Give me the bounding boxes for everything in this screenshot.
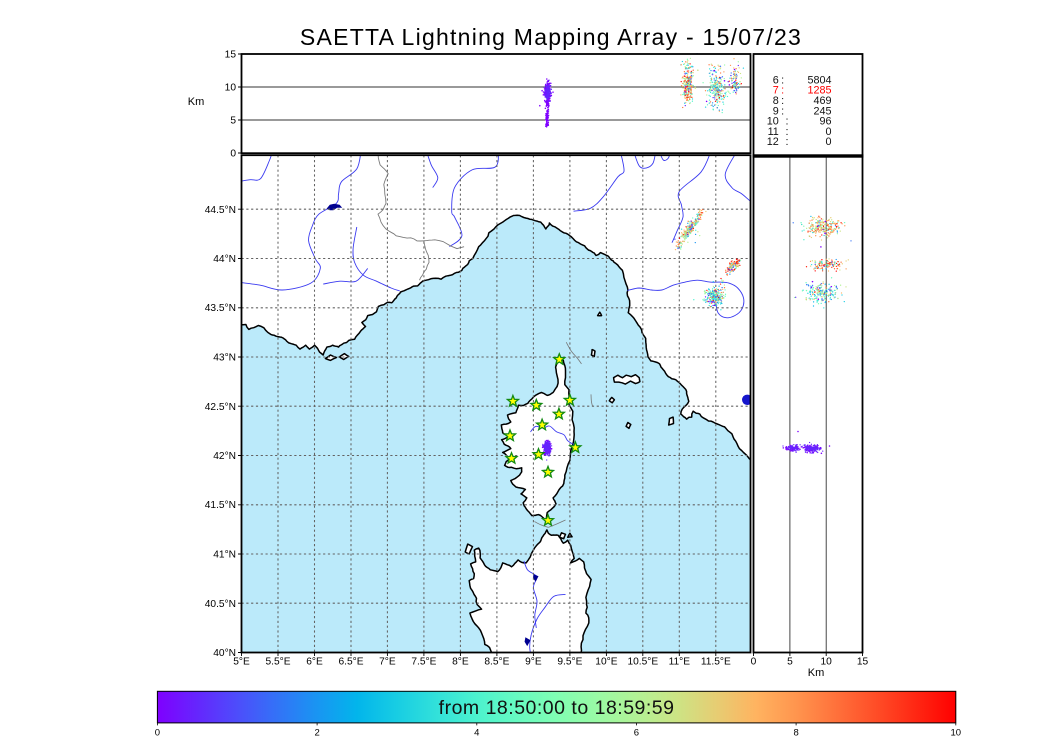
svg-text:40.5°N: 40.5°N [205,599,236,610]
svg-text:6: 6 [773,74,779,86]
svg-text:5°E: 5°E [233,657,250,668]
svg-text:SAETTA Lightning Mapping Array: SAETTA Lightning Mapping Array - 15/07/2… [300,24,802,50]
svg-text:15: 15 [857,657,869,668]
svg-text::: : [781,105,784,117]
svg-text:44.5°N: 44.5°N [205,205,236,216]
svg-text:6°E: 6°E [306,657,323,668]
svg-text:43°N: 43°N [213,353,236,364]
svg-text:42.5°N: 42.5°N [205,402,236,413]
svg-text:0: 0 [825,126,831,138]
svg-text:8.5°E: 8.5°E [484,657,509,668]
svg-text:12: 12 [767,136,779,148]
svg-text:0: 0 [155,727,160,738]
svg-text:9°E: 9°E [525,657,542,668]
svg-text::: : [786,126,789,138]
svg-text:10: 10 [767,116,779,128]
svg-text::: : [786,116,789,128]
svg-text:43.5°N: 43.5°N [205,303,236,314]
svg-text:5: 5 [787,657,793,668]
svg-text:245: 245 [813,105,831,117]
svg-text:Km: Km [808,667,825,679]
svg-text:44°N: 44°N [213,254,236,265]
svg-text:1285: 1285 [807,85,831,97]
svg-text:7: 7 [773,85,779,97]
svg-text:9: 9 [773,105,779,117]
svg-text:10°E: 10°E [595,657,617,668]
svg-text:0: 0 [751,657,757,668]
svg-text::: : [786,136,789,148]
svg-text:2: 2 [314,727,319,738]
svg-text::: : [781,74,784,86]
svg-text:10: 10 [821,657,833,668]
svg-text:11: 11 [768,126,779,138]
svg-text:41.5°N: 41.5°N [205,500,236,511]
svg-text:4: 4 [474,727,479,738]
svg-text:11.5°E: 11.5°E [701,657,731,668]
svg-text:6.5°E: 6.5°E [338,657,363,668]
svg-text:40°N: 40°N [213,648,236,659]
svg-text:15: 15 [225,50,237,61]
svg-text:9.5°E: 9.5°E [557,657,582,668]
svg-text:42°N: 42°N [213,451,236,462]
svg-text::: : [781,95,784,107]
svg-text:from 18:50:00 to 18:59:59: from 18:50:00 to 18:59:59 [439,697,675,719]
svg-text:8°E: 8°E [452,657,469,668]
svg-text:5.5°E: 5.5°E [265,657,290,668]
svg-text:5804: 5804 [807,74,831,86]
svg-text:41°N: 41°N [213,550,236,561]
svg-text:10.5°E: 10.5°E [627,657,658,668]
svg-text:Km: Km [188,96,205,108]
svg-text:7°E: 7°E [379,657,396,668]
svg-text:469: 469 [813,95,831,107]
svg-text:8: 8 [793,727,798,738]
svg-text:8: 8 [773,95,779,107]
svg-text:10: 10 [951,727,962,738]
svg-text:7.5°E: 7.5°E [411,657,436,668]
svg-text:11°E: 11°E [669,657,691,668]
svg-text::: : [781,85,784,97]
svg-text:5: 5 [230,116,236,127]
svg-text:0: 0 [230,149,236,160]
svg-text:10: 10 [225,83,237,94]
svg-text:0: 0 [825,136,831,148]
svg-text:6: 6 [634,727,639,738]
svg-text:96: 96 [819,116,831,128]
